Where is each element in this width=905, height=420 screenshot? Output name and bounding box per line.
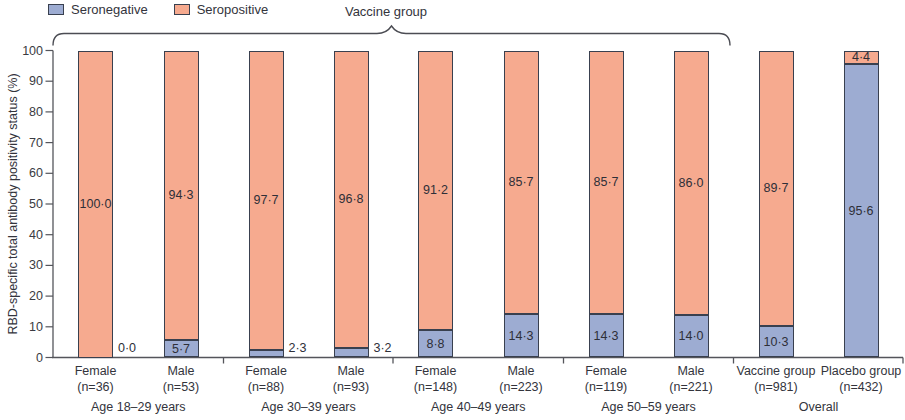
seronegative-value-label: 14·0 [678,329,703,343]
y-tick-label: 60 [0,166,43,180]
bar-n-label: (n=981) [737,380,816,396]
seronegative-value-label: 95·6 [848,204,873,218]
seropositive-value-label: 85·7 [593,175,618,189]
x-tick-label: Male(n=223) [499,364,542,395]
y-tick-label: 40 [0,228,43,242]
x-tick-label: Female(n=88) [245,364,287,395]
bar-n-label: (n=88) [245,380,287,396]
bar-segment-seronegative [249,350,284,357]
seronegative-value-label: 10·3 [763,335,788,349]
y-tick-label: 50 [0,197,43,211]
seropositive-value-label: 91·2 [423,183,448,197]
seronegative-value-label: 2·3 [289,341,307,355]
seropositive-value-label: 89·7 [763,181,788,195]
bar-category-label: Placebo group [821,364,902,380]
seronegative-value-label: 14·3 [593,329,618,343]
bar-n-label: (n=36) [75,380,117,396]
seropositive-value-label: 96·8 [338,192,363,206]
seronegative-value-label: 14·3 [508,329,533,343]
group-label: Age 30–39 years [261,400,356,414]
bar-category-label: Male [499,364,542,380]
y-tick-label: 20 [0,289,43,303]
x-tick-label: Male(n=53) [163,364,199,395]
seropositive-value-label: 97·7 [253,193,278,207]
bar-category-label: Female [75,364,117,380]
bar-category-label: Male [669,364,712,380]
y-tick-label: 80 [0,105,43,119]
bar-n-label: (n=223) [499,380,542,396]
group-label: Age 40–49 years [431,400,526,414]
seronegative-value-label: 5·7 [172,342,190,356]
bar-category-label: Vaccine group [737,364,816,380]
vaccine-group-brace [53,26,730,46]
x-tick-label: Female(n=36) [75,364,117,395]
seronegative-value-label: 8·8 [426,337,444,351]
group-label: Overall [799,400,839,414]
y-tick-label: 30 [0,258,43,272]
seropositive-value-label: 85·7 [508,175,533,189]
bar-n-label: (n=432) [821,380,902,396]
seronegative-value-label: 0·0 [118,341,136,355]
seropositive-value-label: 100·0 [80,197,112,211]
x-tick-label: Male(n=221) [669,364,712,395]
x-tick-label: Female(n=119) [585,364,628,395]
bar-category-label: Male [333,364,369,380]
bar-category-label: Female [245,364,287,380]
y-tick-label: 0 [0,351,43,365]
x-tick-label: Male(n=93) [333,364,369,395]
bar-category-label: Female [414,364,457,380]
x-tick-label: Female(n=148) [414,364,457,395]
bar-n-label: (n=148) [414,380,457,396]
x-tick-label: Vaccine group(n=981) [737,364,816,395]
x-tick-label: Placebo group(n=432) [821,364,902,395]
bar-segment-seronegative [334,348,369,358]
bar-category-label: Female [585,364,628,380]
seronegative-value-label: 3·2 [374,341,392,355]
seropositive-value-label: 94·3 [168,188,193,202]
bar-n-label: (n=221) [669,380,712,396]
bar-n-label: (n=119) [585,380,628,396]
y-tick-label: 100 [0,44,43,58]
stacked-bar-figure: Seronegative Seropositive Vaccine group … [0,0,905,420]
seropositive-value-label: 4·4 [852,50,870,64]
group-label: Age 18–29 years [91,400,186,414]
y-tick-label: 90 [0,74,43,88]
bar-n-label: (n=93) [333,380,369,396]
y-tick-label: 70 [0,136,43,150]
bar-n-label: (n=53) [163,380,199,396]
y-tick-label: 10 [0,320,43,334]
bar-category-label: Male [163,364,199,380]
seropositive-value-label: 86·0 [678,176,703,190]
group-label: Age 50–59 years [601,400,696,414]
